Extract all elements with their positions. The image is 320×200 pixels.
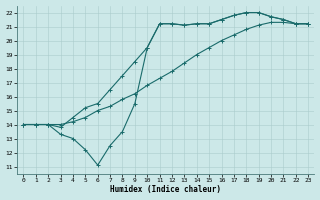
X-axis label: Humidex (Indice chaleur): Humidex (Indice chaleur) xyxy=(110,185,221,194)
